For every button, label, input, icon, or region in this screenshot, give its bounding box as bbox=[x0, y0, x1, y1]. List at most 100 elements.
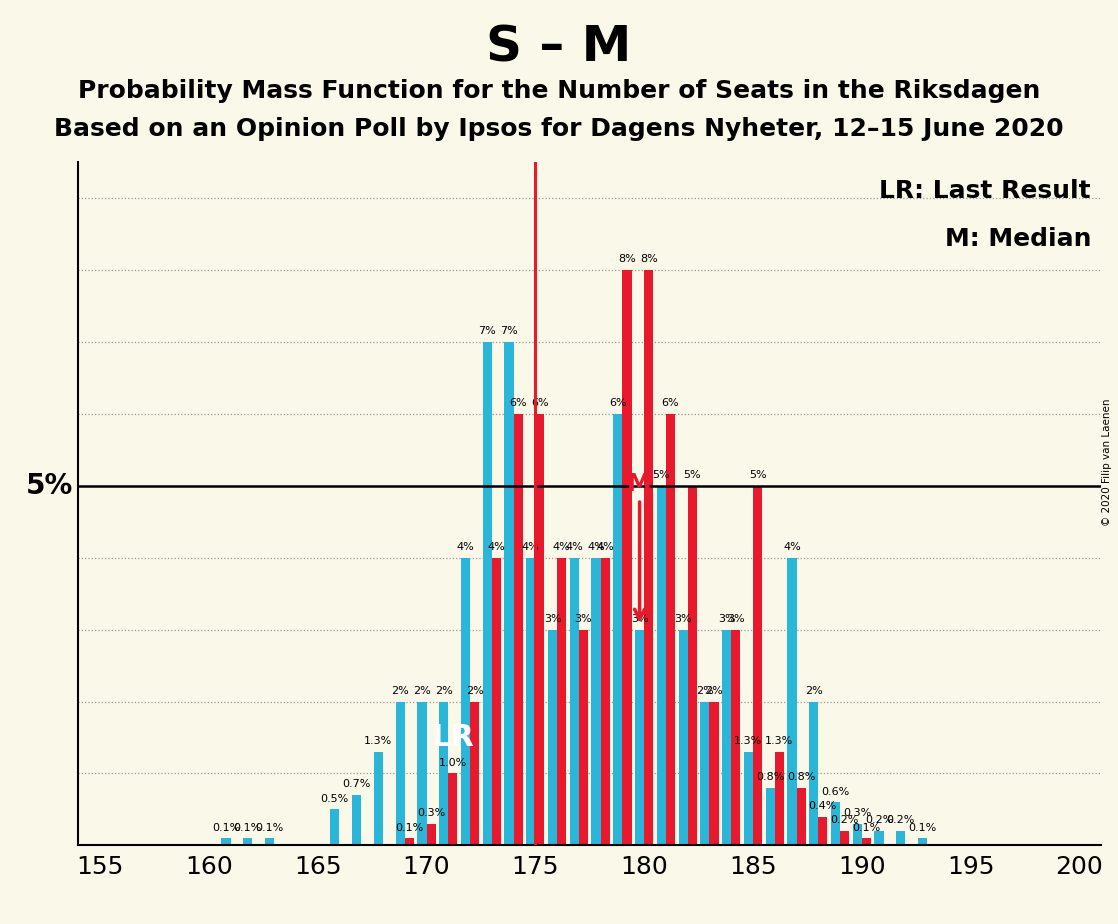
Text: 4%: 4% bbox=[522, 541, 540, 552]
Text: 4%: 4% bbox=[587, 541, 605, 552]
Bar bbox=[700, 701, 710, 845]
Text: 3%: 3% bbox=[727, 614, 745, 624]
Text: S – M: S – M bbox=[486, 23, 632, 71]
Text: 3%: 3% bbox=[575, 614, 593, 624]
Bar bbox=[688, 486, 697, 845]
Text: 0.2%: 0.2% bbox=[887, 815, 915, 825]
Bar bbox=[591, 557, 600, 845]
Text: 0.1%: 0.1% bbox=[255, 822, 284, 833]
Text: 2%: 2% bbox=[435, 686, 453, 696]
Text: 0.2%: 0.2% bbox=[865, 815, 893, 825]
Text: 6%: 6% bbox=[510, 398, 527, 407]
Bar bbox=[623, 270, 632, 845]
Bar bbox=[330, 809, 340, 845]
Text: 3%: 3% bbox=[631, 614, 648, 624]
Bar bbox=[809, 701, 818, 845]
Text: 8%: 8% bbox=[618, 254, 636, 264]
Bar bbox=[754, 486, 762, 845]
Text: 4%: 4% bbox=[566, 541, 584, 552]
Bar bbox=[396, 701, 405, 845]
Text: Based on an Opinion Poll by Ipsos for Dagens Nyheter, 12–15 June 2020: Based on an Opinion Poll by Ipsos for Da… bbox=[54, 117, 1064, 141]
Bar bbox=[853, 824, 862, 845]
Bar bbox=[373, 752, 383, 845]
Text: LR: Last Result: LR: Last Result bbox=[880, 179, 1091, 202]
Text: 7%: 7% bbox=[500, 326, 518, 336]
Bar bbox=[470, 701, 480, 845]
Text: 1.0%: 1.0% bbox=[438, 758, 467, 768]
Bar bbox=[483, 342, 492, 845]
Text: 0.5%: 0.5% bbox=[321, 794, 349, 804]
Bar bbox=[679, 629, 688, 845]
Text: M: Median: M: Median bbox=[945, 226, 1091, 250]
Text: 4%: 4% bbox=[552, 541, 570, 552]
Bar bbox=[787, 557, 796, 845]
Bar bbox=[840, 831, 850, 845]
Text: 0.1%: 0.1% bbox=[234, 822, 262, 833]
Text: 1.3%: 1.3% bbox=[735, 736, 762, 747]
Text: 4%: 4% bbox=[783, 541, 800, 552]
Text: 4%: 4% bbox=[487, 541, 505, 552]
Text: 0.1%: 0.1% bbox=[212, 822, 240, 833]
Text: 2%: 2% bbox=[705, 686, 723, 696]
Bar bbox=[579, 629, 588, 845]
Bar bbox=[265, 838, 274, 845]
Text: 7%: 7% bbox=[479, 326, 496, 336]
Text: 3%: 3% bbox=[674, 614, 692, 624]
Text: 0.1%: 0.1% bbox=[395, 822, 424, 833]
Bar bbox=[874, 831, 883, 845]
Bar bbox=[775, 752, 784, 845]
Text: M: M bbox=[627, 472, 652, 619]
Bar bbox=[743, 752, 754, 845]
Bar bbox=[461, 557, 470, 845]
Bar bbox=[600, 557, 609, 845]
Text: 3%: 3% bbox=[718, 614, 736, 624]
Bar bbox=[352, 795, 361, 845]
Bar bbox=[614, 414, 623, 845]
Text: 0.1%: 0.1% bbox=[909, 822, 937, 833]
Bar bbox=[221, 838, 230, 845]
Text: 6%: 6% bbox=[531, 398, 549, 407]
Text: 0.7%: 0.7% bbox=[342, 779, 371, 789]
Text: 2%: 2% bbox=[466, 686, 483, 696]
Bar bbox=[656, 486, 666, 845]
Bar bbox=[536, 414, 544, 845]
Text: 0.6%: 0.6% bbox=[822, 786, 850, 796]
Text: 5%: 5% bbox=[749, 469, 766, 480]
Bar bbox=[417, 701, 426, 845]
Bar bbox=[831, 802, 840, 845]
Bar bbox=[796, 788, 806, 845]
Bar bbox=[448, 773, 457, 845]
Text: 0.8%: 0.8% bbox=[756, 772, 785, 782]
Text: 1.3%: 1.3% bbox=[364, 736, 392, 747]
Text: Probability Mass Function for the Number of Seats in the Riksdagen: Probability Mass Function for the Number… bbox=[78, 79, 1040, 103]
Bar bbox=[644, 270, 653, 845]
Bar bbox=[548, 629, 557, 845]
Bar bbox=[527, 557, 536, 845]
Bar bbox=[731, 629, 740, 845]
Text: 0.1%: 0.1% bbox=[852, 822, 881, 833]
Text: 2%: 2% bbox=[413, 686, 430, 696]
Text: 0.4%: 0.4% bbox=[808, 801, 837, 811]
Bar bbox=[426, 824, 436, 845]
Text: 4%: 4% bbox=[596, 541, 614, 552]
Bar bbox=[766, 788, 775, 845]
Text: LR: LR bbox=[432, 723, 474, 752]
Bar bbox=[635, 629, 644, 845]
Bar bbox=[666, 414, 675, 845]
Bar bbox=[710, 701, 719, 845]
Text: 6%: 6% bbox=[609, 398, 626, 407]
Text: 5%: 5% bbox=[26, 471, 73, 500]
Text: 4%: 4% bbox=[456, 541, 474, 552]
Text: 0.8%: 0.8% bbox=[787, 772, 815, 782]
Bar bbox=[405, 838, 414, 845]
Text: 0.3%: 0.3% bbox=[417, 808, 445, 818]
Bar bbox=[439, 701, 448, 845]
Text: © 2020 Filip van Laenen: © 2020 Filip van Laenen bbox=[1102, 398, 1112, 526]
Text: 2%: 2% bbox=[805, 686, 823, 696]
Text: 2%: 2% bbox=[391, 686, 409, 696]
Text: 2%: 2% bbox=[697, 686, 713, 696]
Bar bbox=[818, 817, 827, 845]
Bar bbox=[722, 629, 731, 845]
Text: 0.3%: 0.3% bbox=[843, 808, 871, 818]
Text: 3%: 3% bbox=[543, 614, 561, 624]
